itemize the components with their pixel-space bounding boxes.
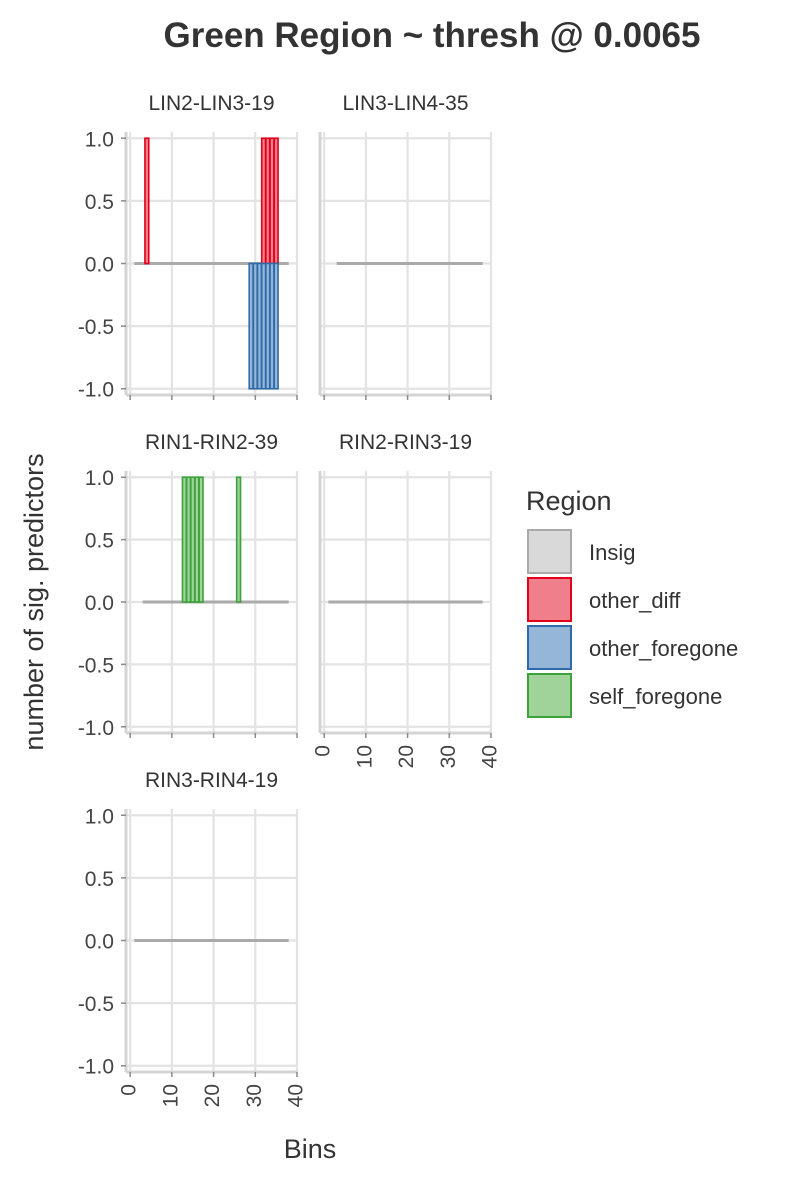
facet-strip-label: LIN3-LIN4-35 <box>342 92 468 115</box>
bar-other_foregone <box>273 262 279 390</box>
y-tick-label: 0.0 <box>85 254 114 277</box>
y-tick-label: -0.5 <box>78 316 114 339</box>
y-tick-label: 1.0 <box>85 467 114 490</box>
bar-other_foregone <box>265 262 271 390</box>
facet-strip-label: RIN1-RIN2-39 <box>145 431 278 454</box>
bar-other_foregone <box>269 262 275 390</box>
x-tick-label: 30 <box>243 1084 266 1107</box>
x-tick-label: 0 <box>118 1084 141 1096</box>
y-tick-label: 1.0 <box>85 128 114 151</box>
legend-label: other_foregone <box>589 636 738 661</box>
legend-title: Region <box>526 486 612 516</box>
bar-other_foregone <box>256 262 263 390</box>
bar-self_foregone <box>181 476 188 603</box>
legend-swatch-self-foregone <box>527 673 572 718</box>
x-tick-label: 10 <box>353 745 376 768</box>
bar-other_foregone <box>252 262 259 390</box>
y-tick-label: 0.5 <box>85 868 114 891</box>
x-tick-label: 20 <box>201 1084 224 1107</box>
facet-panel: RIN2-RIN3-19 0 10 20 30 40 <box>312 431 502 768</box>
facet-strip-label: LIN2-LIN3-19 <box>148 92 274 115</box>
facet-panel: RIN1-RIN2-39 1.0 0.5 0.0 -0.5 -1.0 <box>78 431 299 740</box>
x-tick-label: 40 <box>285 1084 308 1107</box>
bar-self_foregone <box>198 476 204 603</box>
bar-other_diff <box>260 137 267 265</box>
x-tick-label: 10 <box>159 1084 182 1107</box>
x-tick-label: 30 <box>437 745 460 768</box>
bar-other_diff <box>269 137 275 265</box>
bar-other_diff <box>144 137 150 265</box>
facet-strip-label: RIN3-RIN4-19 <box>145 769 278 792</box>
facet-panel: LIN3-LIN4-35 <box>318 92 493 400</box>
bar-self_foregone <box>185 476 192 603</box>
y-tick-label: -0.5 <box>78 993 114 1016</box>
y-tick-label: -1.0 <box>78 717 114 740</box>
y-tick-label: 1.0 <box>85 805 114 828</box>
y-tick-label: -1.0 <box>78 379 114 402</box>
legend-swatch-Insig <box>527 529 572 574</box>
x-tick-label: 20 <box>395 745 418 768</box>
y-tick-label: -1.0 <box>78 1056 114 1079</box>
bar-self_foregone <box>235 476 242 603</box>
legend-label: Insig <box>589 540 635 565</box>
legend-swatch-other-foregone <box>527 625 572 670</box>
y-axis-label: number of sig. predictors <box>19 453 49 750</box>
legend-label: other_diff <box>589 588 681 613</box>
facet-panel: LIN2-LIN3-19 1.0 0.5 0.0 -0.5 -1.0 <box>78 92 299 402</box>
bar-other_diff <box>265 137 271 265</box>
chart-title: Green Region ~ thresh @ 0.0065 <box>164 16 701 55</box>
x-tick-label: 40 <box>479 745 502 768</box>
x-axis-label: Bins <box>284 1134 337 1164</box>
bar-other_foregone <box>248 262 254 390</box>
y-tick-label: -0.5 <box>78 654 114 677</box>
y-tick-label: 0.0 <box>85 931 114 954</box>
facet-panel: RIN3-RIN4-19 1.0 0.5 0.0 -0.5 -1.0 0 10 20 30 40 <box>78 769 308 1107</box>
legend-label: self_foregone <box>589 684 722 709</box>
y-tick-label: 0.5 <box>85 530 114 553</box>
legend: Region Insig other_diff other_foregoneself… <box>526 486 738 718</box>
bar-other_foregone <box>260 262 267 390</box>
bar-self_foregone <box>194 476 200 603</box>
facet-panels: LIN2-LIN3-19 1.0 0.5 0.0 -0.5 -1.0 LIN3-LIN4-3… <box>78 92 502 1107</box>
y-tick-label: 0.5 <box>85 191 114 214</box>
bar-self_foregone <box>190 476 196 603</box>
bar-other_diff <box>273 137 279 265</box>
legend-swatch-other-diff <box>527 577 572 622</box>
x-tick-label: 0 <box>312 745 335 757</box>
y-tick-label: 0.0 <box>85 592 114 615</box>
facet-strip-label: RIN2-RIN3-19 <box>339 431 472 454</box>
